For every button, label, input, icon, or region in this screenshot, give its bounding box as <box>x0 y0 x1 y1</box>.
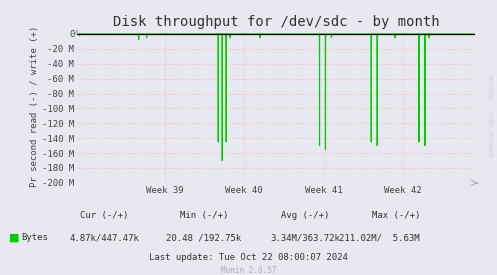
Text: Max (-/+): Max (-/+) <box>372 211 420 220</box>
Text: Bytes: Bytes <box>21 233 48 242</box>
Text: 4.87k/447.47k: 4.87k/447.47k <box>70 233 139 242</box>
Text: 20.48 /192.75k: 20.48 /192.75k <box>166 233 242 242</box>
Text: Munin 2.0.57: Munin 2.0.57 <box>221 266 276 274</box>
Text: Cur (-/+): Cur (-/+) <box>80 211 129 220</box>
Text: RRDTOOL / TOBI OETIKER: RRDTOOL / TOBI OETIKER <box>487 74 492 157</box>
Title: Disk throughput for /dev/sdc - by month: Disk throughput for /dev/sdc - by month <box>112 15 439 29</box>
Text: 211.02M/  5.63M: 211.02M/ 5.63M <box>339 233 420 242</box>
Text: Avg (-/+): Avg (-/+) <box>281 211 330 220</box>
Text: Last update: Tue Oct 22 08:00:07 2024: Last update: Tue Oct 22 08:00:07 2024 <box>149 253 348 262</box>
Text: 3.34M/363.72k: 3.34M/363.72k <box>271 233 340 242</box>
Text: Min (-/+): Min (-/+) <box>179 211 228 220</box>
Text: ■: ■ <box>9 233 19 243</box>
Y-axis label: Pr second read (-) / write (+): Pr second read (-) / write (+) <box>30 26 39 187</box>
